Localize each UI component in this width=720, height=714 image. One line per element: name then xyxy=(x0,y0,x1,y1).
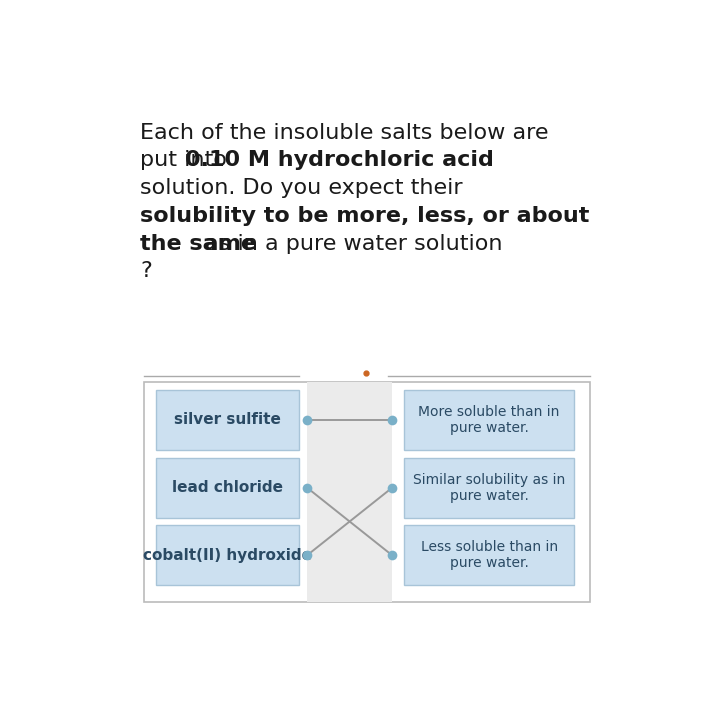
FancyBboxPatch shape xyxy=(404,390,575,450)
Text: cobalt(II) hydroxide: cobalt(II) hydroxide xyxy=(143,548,312,563)
Text: solution. Do you expect their: solution. Do you expect their xyxy=(140,178,463,198)
Text: put into: put into xyxy=(140,151,235,171)
Text: as in a pure water solution: as in a pure water solution xyxy=(199,233,503,253)
Text: the same: the same xyxy=(140,233,256,253)
FancyBboxPatch shape xyxy=(404,526,575,585)
Text: More soluble than in
pure water.: More soluble than in pure water. xyxy=(418,405,560,435)
FancyBboxPatch shape xyxy=(144,382,590,602)
Text: ?: ? xyxy=(140,261,152,281)
FancyBboxPatch shape xyxy=(156,390,300,450)
Text: silver sulfite: silver sulfite xyxy=(174,413,281,428)
Text: Similar solubility as in
pure water.: Similar solubility as in pure water. xyxy=(413,473,565,503)
FancyBboxPatch shape xyxy=(307,382,392,602)
Text: Less soluble than in
pure water.: Less soluble than in pure water. xyxy=(420,540,558,570)
FancyBboxPatch shape xyxy=(156,458,300,518)
FancyBboxPatch shape xyxy=(156,526,300,585)
Text: solubility to be more, less, or about: solubility to be more, less, or about xyxy=(140,206,590,226)
Text: Each of the insoluble salts below are: Each of the insoluble salts below are xyxy=(140,123,549,143)
Text: lead chloride: lead chloride xyxy=(172,480,283,495)
FancyBboxPatch shape xyxy=(404,458,575,518)
Text: 0.10 M hydrochloric acid: 0.10 M hydrochloric acid xyxy=(185,151,494,171)
